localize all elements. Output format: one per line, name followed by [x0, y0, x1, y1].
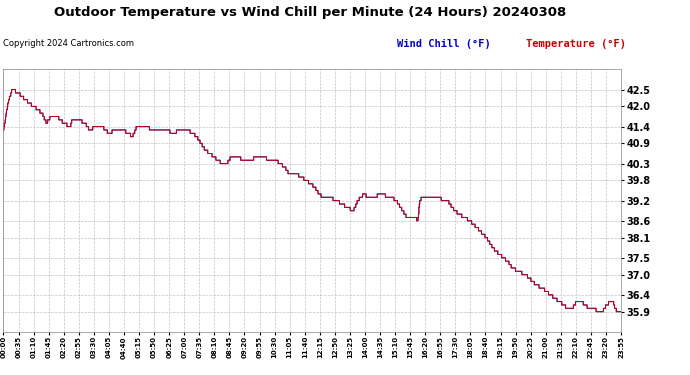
Text: Wind Chill (°F): Wind Chill (°F) — [397, 39, 491, 50]
Text: Copyright 2024 Cartronics.com: Copyright 2024 Cartronics.com — [3, 39, 135, 48]
Text: Outdoor Temperature vs Wind Chill per Minute (24 Hours) 20240308: Outdoor Temperature vs Wind Chill per Mi… — [55, 6, 566, 19]
Text: Temperature (°F): Temperature (°F) — [526, 39, 627, 50]
